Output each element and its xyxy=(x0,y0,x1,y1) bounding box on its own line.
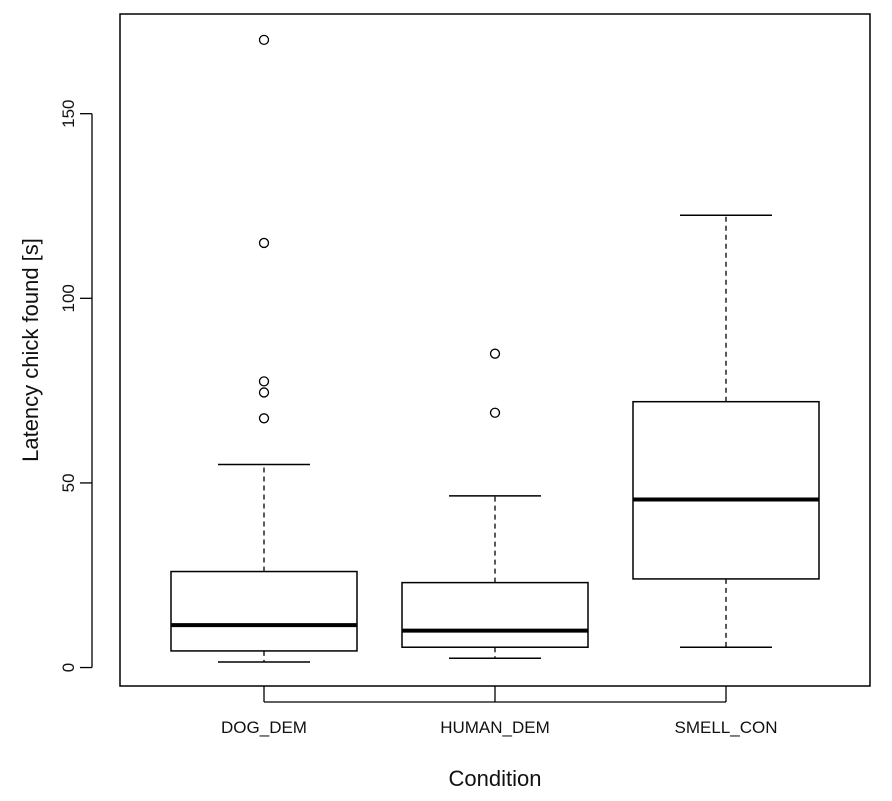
y-axis: 0 50 100 150 xyxy=(59,100,93,672)
x-tick-label: SMELL_CON xyxy=(675,718,778,737)
y-tick-label: 0 xyxy=(59,663,78,672)
box-dog-dem xyxy=(170,34,358,663)
x-axis-title: Condition xyxy=(449,766,542,791)
outlier-point xyxy=(258,413,270,424)
y-tick-label: 100 xyxy=(59,284,78,312)
x-tick-label: DOG_DEM xyxy=(221,718,307,737)
x-axis: DOG_DEM HUMAN_DEM SMELL_CON xyxy=(221,686,777,737)
y-tick-label: 150 xyxy=(59,100,78,128)
outlier-point xyxy=(258,237,270,249)
y-tick-label: 50 xyxy=(59,473,78,492)
outlier-point xyxy=(489,348,501,359)
y-axis-title: Latency chick found [s] xyxy=(18,238,43,462)
box-series xyxy=(170,34,820,663)
outlier-point xyxy=(258,376,270,387)
outlier-point xyxy=(258,34,270,45)
iqr-box xyxy=(170,570,358,652)
x-tick-label: HUMAN_DEM xyxy=(440,718,550,737)
iqr-box xyxy=(401,581,589,648)
outlier-point xyxy=(489,407,501,418)
box-smell-con xyxy=(632,214,820,648)
outlier-point xyxy=(258,387,270,398)
iqr-box xyxy=(632,400,820,580)
box-human-dem xyxy=(401,348,589,660)
